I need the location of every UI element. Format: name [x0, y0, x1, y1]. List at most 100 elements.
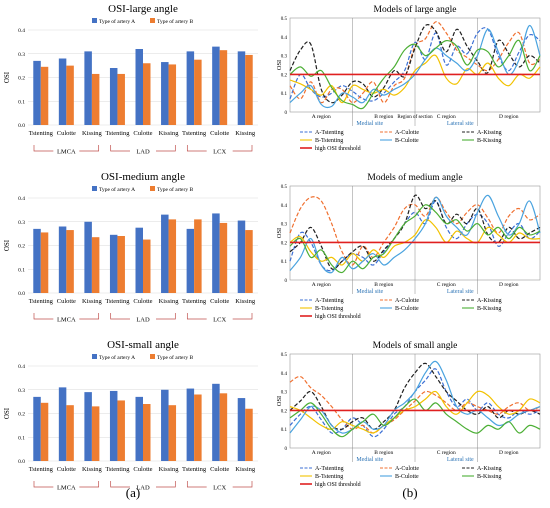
legend-entry: B-Tstenting [315, 138, 343, 144]
y-tick-label: 0.4 [281, 372, 288, 377]
y-tick-label: 0.0 [18, 459, 25, 465]
x-tick-label: Tstenting [182, 298, 207, 305]
y-tick-label: 0.2 [281, 241, 288, 246]
series-line-b-tstenting [289, 54, 541, 104]
group-label: LAD [136, 317, 150, 324]
y-tick-label: 0.1 [18, 99, 25, 105]
bar-type-a [58, 58, 67, 125]
y-tick-label: 0.1 [18, 435, 25, 441]
line-title: Models of medium angle [367, 172, 462, 183]
y-axis-label: OSI [3, 239, 11, 251]
y-tick-label: 0.2 [18, 412, 25, 418]
bar-title: OSI-small angle [107, 339, 179, 351]
bar-type-b [245, 230, 253, 293]
series-line-b-kissing [289, 39, 541, 110]
x-tick-label: Tstenting [182, 130, 207, 137]
legend-entry: high OSI threshold [315, 146, 361, 152]
x-tick-label: Kissing [159, 466, 180, 473]
line-chart-1: Models of large angle 0 0.1 0.2 0.3 0.4 0.5 OSI… [276, 4, 541, 152]
legend-entry: B-Kissing [477, 306, 501, 312]
y-tick-label: 0 [285, 447, 288, 452]
x-tick-label: Culotte [133, 130, 152, 137]
group-bracket [110, 481, 176, 488]
legend-swatch-type-b [150, 354, 155, 359]
series-line-b-kissing [289, 204, 541, 274]
bar-type-a [109, 390, 118, 461]
group-label: LCX [213, 317, 226, 324]
x-tick-label: Tstenting [105, 466, 130, 473]
series-line-b-culotte [289, 194, 541, 274]
bar-legend: Type of artery A Type of artery B [92, 18, 193, 25]
legend-entry: B-Culotte [395, 474, 419, 480]
legend-entry: A-Kissing [477, 130, 502, 136]
x-tick-label: Culotte [210, 130, 229, 137]
bar-type-a [161, 214, 169, 293]
series-line-b-tstenting [289, 219, 541, 266]
y-tick-label: 0.3 [281, 223, 288, 228]
x-tick-label: Culotte [57, 130, 76, 137]
bar-type-a [212, 46, 220, 125]
series-line-a-tstenting [289, 27, 541, 102]
x-tick-label: Kissing [159, 130, 180, 137]
region-label: A region [312, 450, 331, 456]
group-bracket [33, 145, 100, 152]
bar-chart-1: OSI-medium angle Type of artery A Type of … [3, 171, 258, 324]
y-tick-label: 0.2 [281, 409, 288, 414]
y-tick-label: 0.4 [18, 364, 25, 370]
y-tick-label: 0.3 [281, 55, 288, 60]
x-tick-label: Kissing [235, 466, 256, 473]
group-label: LCX [213, 149, 226, 156]
bar-type-a [109, 68, 118, 125]
bar-type-a [212, 213, 220, 293]
bar-type-a [109, 234, 118, 293]
y-tick-label: 0.3 [18, 388, 25, 394]
bar-type-a [58, 387, 67, 461]
y-tick-label: 0.3 [18, 220, 25, 226]
bar-type-a [84, 221, 92, 293]
bar-type-a [135, 49, 143, 125]
line-chart-3: Models of small angle 0 0.1 0.2 0.3 0.4 0.5 OSI… [276, 340, 541, 488]
region-label: B region [374, 114, 393, 120]
bar-title: OSI-medium angle [101, 171, 185, 183]
legend-entry: B-Tstenting [315, 474, 343, 480]
bar-type-b [168, 405, 177, 461]
group-bracket [33, 481, 100, 488]
x-tick-label: Culotte [57, 298, 76, 305]
bar-type-a [237, 51, 246, 125]
y-tick-label: 0.1 [281, 260, 288, 265]
bar-type-b [219, 50, 228, 125]
group-label: LAD [136, 149, 150, 156]
y-tick-label: 0.5 [281, 353, 288, 358]
region-label: B region [374, 450, 393, 456]
x-tick-label: Culotte [133, 466, 152, 473]
bar-type-b [66, 405, 74, 461]
x-tick-label: Kissing [82, 466, 103, 473]
y-tick-label: 0.0 [18, 123, 25, 129]
y-axis-label: OSI [3, 407, 11, 419]
bar-type-b [117, 400, 125, 461]
bar-type-b [168, 64, 177, 125]
bar-type-a [161, 389, 169, 461]
y-tick-label: 0.1 [281, 428, 288, 433]
bar-type-a [186, 51, 195, 125]
line-legend: A-Tstenting A-Culotte A-Kissing B-Tstenting… [300, 466, 502, 488]
panel-label-a: (a) [126, 485, 140, 500]
region-label: C region [437, 450, 456, 456]
bar-type-b [143, 63, 151, 125]
legend-entry: A-Tstenting [315, 130, 344, 136]
y-tick-label: 0.0 [18, 291, 25, 297]
bar-type-b [194, 219, 202, 293]
bar-legend: Type of artery A Type of artery B [92, 186, 193, 193]
bar-type-a [135, 227, 143, 293]
y-axis-label: OSI [276, 60, 283, 70]
bar-type-b [194, 394, 202, 461]
line-title: Models of small angle [373, 340, 458, 351]
x-tick-label: Kissing [82, 298, 103, 305]
y-tick-label: 0.4 [281, 204, 288, 209]
panel-label-b: (b) [402, 485, 417, 500]
y-tick-label: 0.5 [281, 17, 288, 22]
bar-type-a [135, 396, 143, 461]
series-line-b-kissing [289, 398, 541, 438]
legend-label-type-b: Type of artery B [157, 186, 193, 193]
